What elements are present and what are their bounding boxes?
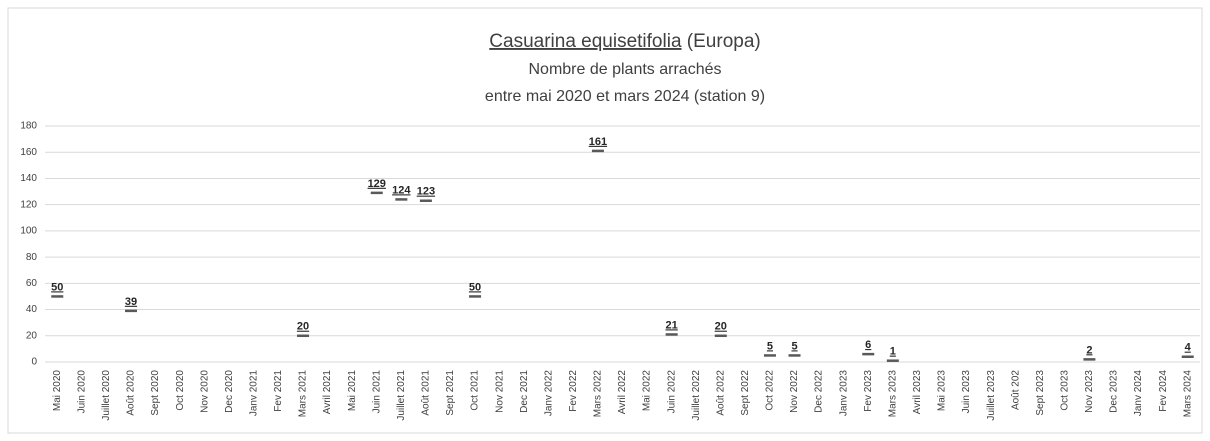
x-tick-label: Juillet 2023 xyxy=(986,370,997,421)
x-tick-label: Dec 2022 xyxy=(814,370,825,413)
title-species: Casuarina equisetifolia xyxy=(489,31,682,52)
value-label: 124 xyxy=(392,184,411,196)
value-label: 123 xyxy=(417,186,435,198)
x-tick-label: Avril 2021 xyxy=(322,370,333,415)
x-tick-label: Dec 2021 xyxy=(519,370,530,413)
x-tick-label: Mars 2024 xyxy=(1182,370,1193,418)
value-label: 50 xyxy=(51,281,63,293)
chart-subtitle: Nombre de plants arrachés xyxy=(529,61,722,78)
chart-title: Casuarina equisetifolia (Europa) xyxy=(489,31,760,52)
x-tick-label: Juillet 2020 xyxy=(101,370,112,421)
x-tick-label: Sept 2022 xyxy=(740,370,751,416)
x-tick-label: Dec 2020 xyxy=(224,370,235,413)
value-label: 161 xyxy=(589,136,607,148)
x-tick-label: Nov 2022 xyxy=(789,370,800,413)
x-tick-label: Fev 2022 xyxy=(568,370,579,412)
x-tick-label: Mai 2023 xyxy=(937,370,948,412)
y-tick-label: 0 xyxy=(31,357,37,368)
value-label: 21 xyxy=(666,319,678,331)
x-tick-label: Oct 2020 xyxy=(175,370,186,411)
x-tick-label: Sept 2020 xyxy=(150,370,161,416)
value-label: 129 xyxy=(368,178,386,190)
x-tick-label: Juin 2021 xyxy=(371,370,382,414)
x-tick-label: Janv 2024 xyxy=(1133,370,1144,417)
y-tick-label: 120 xyxy=(20,199,37,210)
x-tick-label: Oct 2023 xyxy=(1059,370,1070,411)
y-tick-label: 140 xyxy=(20,173,37,184)
y-tick-label: 100 xyxy=(20,226,37,237)
x-tick-label: Août 2022 xyxy=(715,370,726,416)
x-tick-label: Août 2021 xyxy=(421,370,432,416)
value-label: 20 xyxy=(715,321,727,333)
x-tick-label: Nov 2021 xyxy=(494,370,505,413)
y-tick-label: 180 xyxy=(20,121,37,132)
x-tick-label: Mai 2021 xyxy=(347,370,358,412)
value-label: 50 xyxy=(469,281,481,293)
value-label: 5 xyxy=(767,340,773,352)
x-tick-label: Mai 2020 xyxy=(52,370,63,412)
x-tick-label: Dec 2023 xyxy=(1109,370,1120,413)
x-tick-label: Juin 2023 xyxy=(961,370,972,414)
x-tick-label: Mars 2023 xyxy=(887,370,898,418)
x-tick-label: Mars 2022 xyxy=(593,370,604,418)
y-tick-label: 60 xyxy=(26,278,38,289)
value-label: 4 xyxy=(1185,342,1192,354)
value-label: 39 xyxy=(125,296,137,308)
x-tick-label: Avril 2023 xyxy=(912,370,923,415)
x-tick-label: Juillet 2021 xyxy=(396,370,407,421)
x-tick-label: Août 202 xyxy=(1010,370,1021,410)
y-tick-label: 20 xyxy=(26,330,38,341)
value-label: 5 xyxy=(791,340,797,352)
value-label: 6 xyxy=(865,339,871,351)
x-tick-label: Janv 2023 xyxy=(838,370,849,417)
y-tick-label: 40 xyxy=(26,304,38,315)
x-tick-label: Fev 2024 xyxy=(1158,370,1169,412)
x-tick-label: Nov 2020 xyxy=(199,370,210,413)
value-label: 20 xyxy=(297,321,309,333)
x-tick-label: Juillet 2022 xyxy=(691,370,702,421)
x-tick-label: Oct 2022 xyxy=(765,370,776,411)
x-tick-label: Mars 2021 xyxy=(298,370,309,418)
x-tick-label: Fev 2023 xyxy=(863,370,874,412)
x-tick-label: Janv 2021 xyxy=(249,370,260,417)
x-tick-label: Sept 2023 xyxy=(1035,370,1046,416)
x-tick-label: Juin 2022 xyxy=(666,370,677,414)
x-tick-label: Mai 2022 xyxy=(642,370,653,412)
y-tick-label: 160 xyxy=(20,147,37,158)
x-tick-label: Juin 2020 xyxy=(77,370,88,414)
value-label: 1 xyxy=(890,346,896,358)
x-tick-label: Août 2020 xyxy=(126,370,137,416)
title-place: (Europa) xyxy=(687,31,761,52)
x-tick-label: Fev 2021 xyxy=(273,370,284,412)
x-tick-label: Sept 2021 xyxy=(445,370,456,416)
x-tick-label: Oct 2021 xyxy=(470,370,481,411)
chart-subtitle: entre mai 2020 et mars 2024 (station 9) xyxy=(485,88,765,105)
x-tick-label: Nov 2023 xyxy=(1084,370,1095,413)
x-tick-label: Janv 2022 xyxy=(543,370,554,417)
y-tick-label: 80 xyxy=(26,252,38,263)
x-tick-label: Avril 2022 xyxy=(617,370,628,415)
value-label: 2 xyxy=(1086,344,1092,356)
